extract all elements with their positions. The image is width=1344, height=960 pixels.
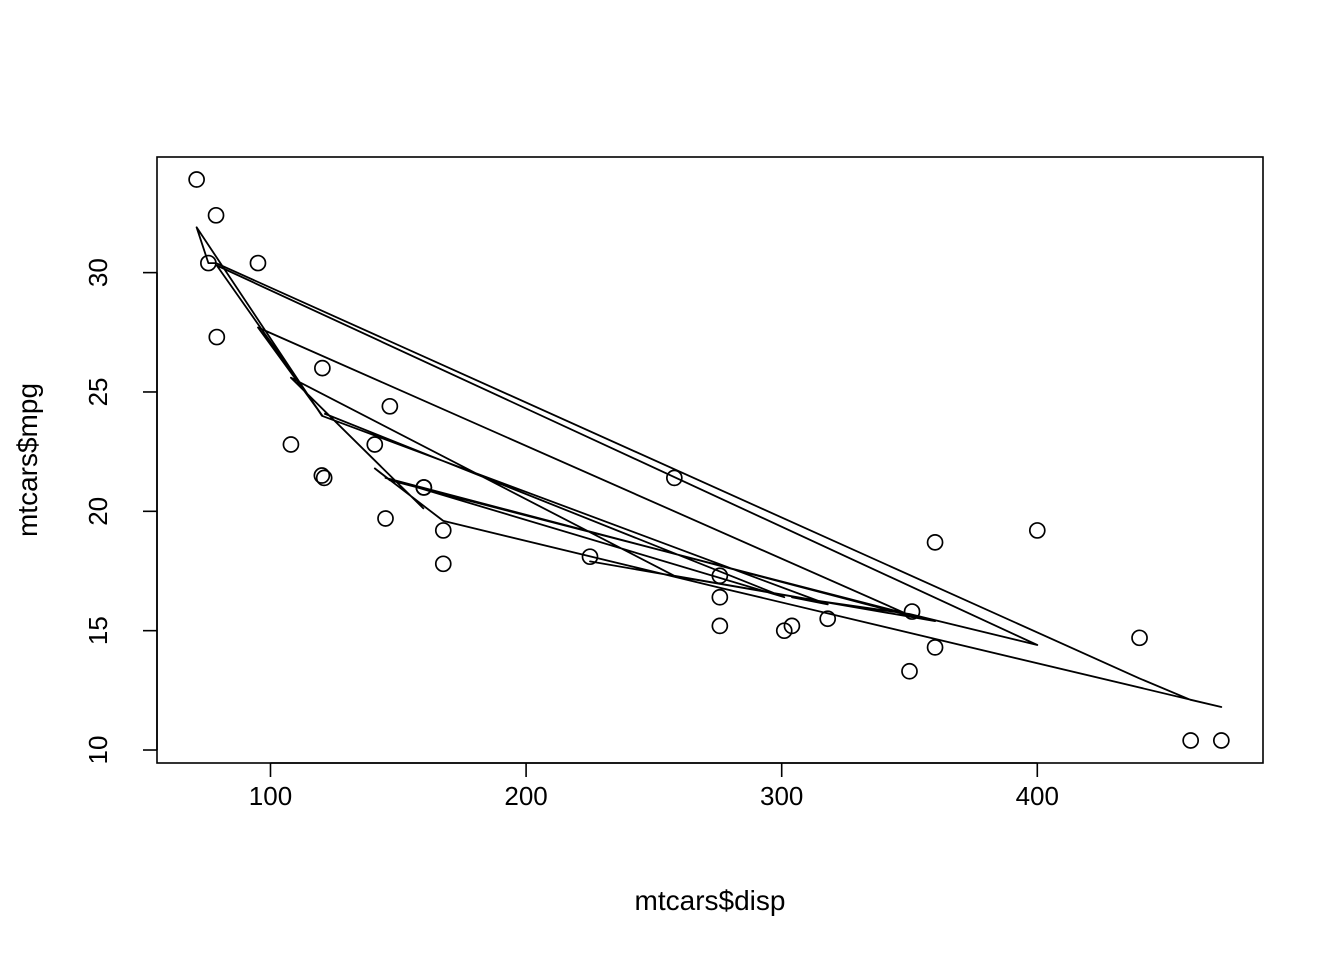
data-point — [366, 436, 384, 453]
data-point — [665, 469, 683, 487]
data-point — [711, 617, 729, 635]
x-axis-title: mtcars$disp — [635, 885, 786, 916]
y-tick-label: 15 — [83, 616, 113, 645]
data-point — [903, 603, 921, 620]
data-point — [313, 467, 331, 484]
x-tick-label: 200 — [504, 781, 547, 811]
x-axis: 100 200 300 400 — [249, 762, 1059, 811]
data-point — [1131, 629, 1148, 647]
data-point — [377, 510, 394, 527]
data-point — [901, 662, 918, 680]
data-point — [282, 436, 300, 453]
data-points — [188, 171, 1230, 749]
x-tick-label: 100 — [249, 781, 292, 811]
y-tick-label: 10 — [83, 736, 113, 765]
y-axis: 10 15 20 25 30 — [83, 258, 158, 765]
y-tick-label: 30 — [83, 258, 113, 287]
data-point — [314, 359, 331, 377]
data-point — [711, 567, 729, 585]
x-tick-label: 300 — [760, 781, 803, 811]
data-point — [711, 588, 729, 606]
y-axis-title: mtcars$mpg — [12, 383, 43, 537]
data-point — [1028, 522, 1046, 539]
data-point — [208, 328, 226, 346]
data-point — [415, 479, 433, 496]
data-point — [249, 254, 267, 272]
data-point — [315, 469, 333, 487]
data-point — [434, 522, 452, 539]
data-point — [207, 206, 225, 224]
y-tick-label: 20 — [83, 497, 113, 526]
y-tick-label: 25 — [83, 378, 113, 407]
data-point — [188, 171, 205, 188]
data-point — [819, 610, 837, 628]
fitted-line-path — [195, 226, 1223, 708]
data-point — [381, 397, 399, 415]
data-point — [1212, 732, 1230, 749]
data-point — [434, 555, 452, 573]
data-point — [926, 533, 944, 551]
data-point — [200, 254, 217, 272]
fitted-line — [195, 226, 1223, 708]
plot-box — [156, 156, 1264, 764]
data-point — [926, 639, 944, 656]
data-point — [775, 622, 793, 640]
data-point — [581, 548, 599, 566]
data-point — [1182, 732, 1200, 749]
x-tick-label: 400 — [1016, 781, 1059, 811]
